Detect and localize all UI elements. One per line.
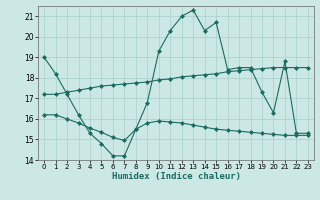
X-axis label: Humidex (Indice chaleur): Humidex (Indice chaleur) <box>111 172 241 181</box>
